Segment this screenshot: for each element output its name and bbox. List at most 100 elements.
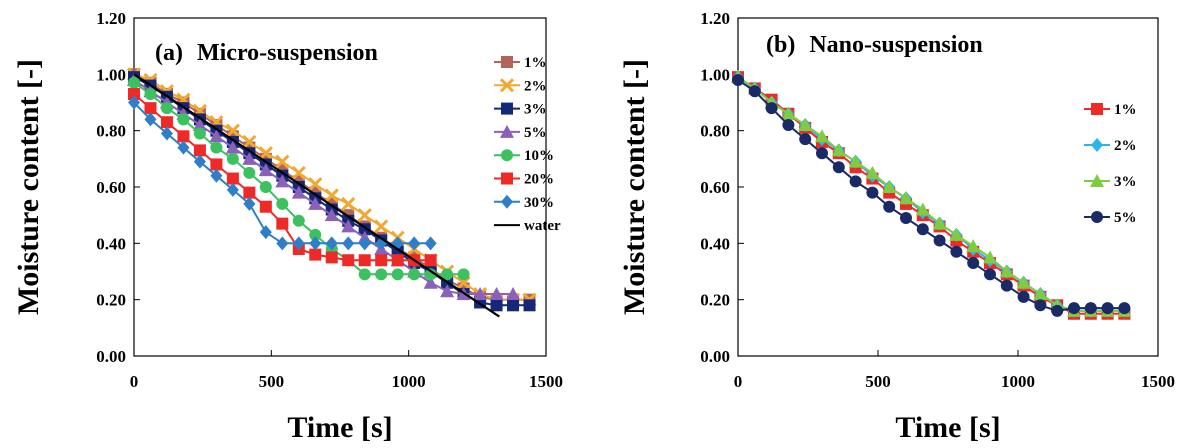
series-10%-point-5	[210, 141, 223, 154]
series-30%-point-3	[177, 140, 190, 155]
series-5%-point-4	[799, 133, 812, 146]
series-3%-point-7	[848, 154, 863, 168]
series-10%-point-19	[441, 268, 454, 281]
series-30%-point-8	[259, 225, 272, 240]
series-3%-point-18	[1033, 287, 1048, 301]
series-5%-point-12	[933, 234, 946, 247]
series-3%-point-6	[831, 143, 846, 157]
legend-label: 20%	[524, 172, 554, 188]
legend-label: 1%	[524, 55, 547, 71]
series-3%-point-16	[999, 264, 1014, 278]
series-2%	[732, 70, 1131, 318]
y-tick-label: 0.80	[700, 122, 730, 141]
series-10%-point-11	[309, 228, 322, 241]
legend-entry-1%: 1%	[494, 55, 547, 71]
series-20%-point-3	[177, 130, 190, 143]
legend-label: water	[524, 218, 561, 234]
series-20%-point-2	[160, 116, 173, 129]
legend-label: 3%	[524, 102, 547, 118]
legend-swatch-point-0	[501, 172, 513, 185]
panel-title: (a) Micro-suspension	[155, 40, 378, 66]
series-10%-point-3	[177, 113, 190, 126]
series-20%-point-5	[210, 158, 223, 171]
series-30%-point-7	[243, 196, 256, 211]
series-10%-point-1	[144, 88, 157, 101]
series-2%-point-12	[324, 188, 339, 203]
series-5%-point-5	[209, 129, 224, 143]
legend-entry-30%: 30%	[494, 194, 554, 211]
legend-entry-20%: 20%	[494, 172, 554, 188]
legend-label: 30%	[524, 195, 554, 211]
series-2%-point-8	[258, 146, 273, 161]
series-20%-point-11	[309, 248, 322, 261]
series-2%-point-10	[291, 165, 306, 180]
series-5%-point-19	[1051, 304, 1064, 317]
series-5%-point-7	[849, 175, 862, 188]
series-3%-point-3	[781, 106, 796, 120]
series-10%-point-10	[292, 214, 305, 227]
series-3%-point-9	[882, 180, 897, 193]
series-5%-point-21	[1084, 302, 1097, 315]
series-10%-point-14	[358, 268, 371, 281]
legend-label: 5%	[524, 125, 547, 141]
series-line-1%	[737, 76, 1125, 315]
series-5%-point-9	[275, 174, 290, 188]
panel-label: (b)	[766, 32, 795, 58]
series-20%-point-7	[243, 186, 256, 199]
series-3%-point-12	[932, 216, 947, 230]
series-30%-point-13	[342, 236, 355, 251]
series-5%-point-1	[748, 85, 761, 98]
series-30%-point-14	[358, 236, 371, 251]
legend-label: 10%	[524, 148, 554, 164]
series-5%-point-6	[225, 140, 240, 154]
series-30%-point-12	[325, 236, 338, 251]
series-5%-point-8	[866, 186, 879, 199]
legend-swatch-point-0	[1091, 138, 1103, 152]
series-3%	[731, 70, 1132, 317]
series-30%-point-4	[193, 154, 206, 169]
chart-title: Nano-suspension	[809, 32, 982, 58]
legend-label: 2%	[524, 78, 547, 94]
series-20%-point-9	[276, 217, 289, 230]
series-30%-point-9	[276, 236, 289, 251]
series-2%-point-11	[308, 177, 323, 192]
series-3%-point-11	[915, 202, 930, 216]
series-10%-point-7	[243, 166, 256, 179]
legend-label: 3%	[1114, 174, 1137, 190]
panel-title: (b) Nano-suspension	[766, 32, 983, 58]
series-2%-point-14	[357, 208, 372, 223]
series-3%-point-5	[815, 129, 829, 143]
series-30%-point-0	[128, 95, 140, 110]
legend-label: 5%	[1114, 210, 1137, 226]
legend-swatch-point-0	[501, 149, 513, 162]
legend-swatch-point-0	[500, 124, 514, 138]
series-line-3%	[737, 76, 1125, 312]
series-20%-point-15	[375, 254, 388, 267]
legend-entry-3%: 3%	[1084, 174, 1137, 190]
y-tick-label: 0.40	[96, 234, 126, 253]
y-tick-label: 0.80	[96, 122, 126, 141]
legend-swatch-point-0	[501, 194, 513, 209]
series-5%-point-18	[1034, 299, 1047, 312]
legend-entry-2%: 2%	[1084, 138, 1137, 154]
series-5%-point-17	[1017, 290, 1030, 303]
series-5%-point-11	[308, 196, 323, 210]
y-tick-label: 0.20	[96, 291, 126, 310]
series-5%-point-22	[1101, 302, 1114, 315]
legend-entry-1%: 1%	[1084, 102, 1137, 118]
series-5%-point-16	[1000, 279, 1013, 292]
series-3%-point-22	[490, 299, 503, 312]
series-line-5%	[737, 79, 1125, 312]
x-tick-label: 0	[130, 372, 139, 391]
series-30%-point-11	[309, 236, 322, 251]
series-3%-point-8	[865, 165, 880, 179]
y-tick-label: 0.00	[96, 347, 126, 366]
legend-entry-5%: 5%	[494, 125, 547, 141]
series-5%-point-5	[816, 147, 828, 160]
x-tick-label: 1000	[392, 372, 426, 391]
series-5%-point-20	[1068, 302, 1080, 315]
series-30%-point-18	[424, 236, 437, 251]
series-10%-point-2	[160, 102, 173, 115]
x-tick-label: 500	[865, 372, 891, 391]
series-5%-point-6	[832, 161, 845, 174]
